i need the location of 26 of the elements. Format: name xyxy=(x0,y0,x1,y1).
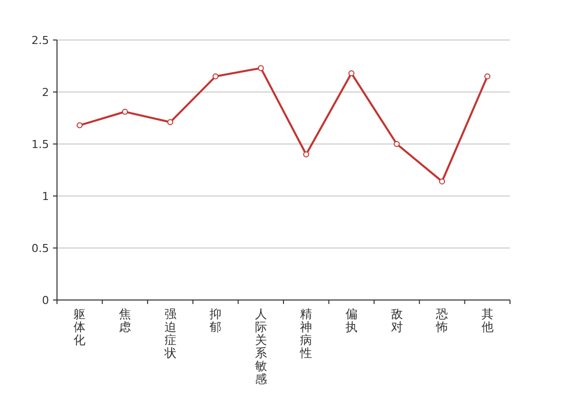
y-tick-label: 1 xyxy=(42,190,49,203)
x-tick-label: 敌对 xyxy=(390,307,403,334)
y-tick-label: 2 xyxy=(42,86,49,99)
x-tick-label: 恐怖 xyxy=(435,307,448,334)
point xyxy=(122,108,128,115)
point xyxy=(76,122,83,128)
x-tick-label: 强迫症状 xyxy=(163,307,176,360)
point xyxy=(258,65,264,72)
y-tick-label: 0 xyxy=(42,294,49,307)
x-tick-label: 其他 xyxy=(481,307,494,334)
x-tick-label: 偏执 xyxy=(345,307,358,334)
y-tick-label: 1.5 xyxy=(32,138,49,151)
y-tick-label: 0.5 xyxy=(32,242,49,255)
x-tick-label: 抑郁 xyxy=(210,307,222,334)
point xyxy=(439,178,446,184)
x-tick-label: 躯体化 xyxy=(74,307,86,347)
point xyxy=(484,73,490,80)
x-tick-label: 焦虑 xyxy=(118,307,131,334)
point xyxy=(394,141,400,147)
point xyxy=(167,119,174,126)
point xyxy=(303,151,310,158)
point xyxy=(348,70,354,76)
point xyxy=(212,73,219,80)
x-tick-label: 人际关系敏感 xyxy=(254,307,267,386)
x-tick-label: 精神病性 xyxy=(299,307,312,360)
y-tick-label: 2.5 xyxy=(32,34,49,47)
